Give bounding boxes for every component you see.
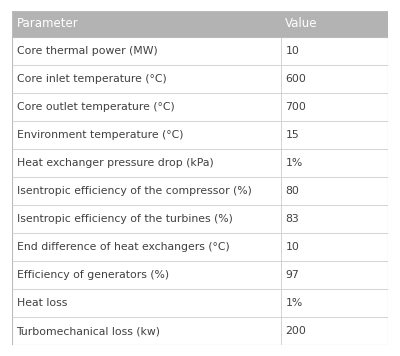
Bar	[12, 317, 388, 345]
Text: Core inlet temperature (°C): Core inlet temperature (°C)	[16, 74, 166, 84]
Bar	[12, 11, 388, 37]
Text: Heat loss: Heat loss	[16, 298, 67, 308]
Bar	[12, 121, 388, 149]
Text: Turbomechanical loss (kw): Turbomechanical loss (kw)	[16, 326, 160, 336]
Text: End difference of heat exchangers (°C): End difference of heat exchangers (°C)	[16, 242, 229, 252]
Bar	[12, 149, 388, 177]
Text: 83: 83	[285, 214, 299, 224]
Text: 15: 15	[285, 130, 299, 140]
Text: 10: 10	[285, 46, 299, 56]
Text: 200: 200	[285, 326, 306, 336]
Text: Environment temperature (°C): Environment temperature (°C)	[16, 130, 183, 140]
Text: Parameter: Parameter	[16, 17, 78, 30]
Text: Isentropic efficiency of the turbines (%): Isentropic efficiency of the turbines (%…	[16, 214, 232, 224]
Bar	[12, 37, 388, 65]
Text: 1%: 1%	[285, 158, 303, 168]
Bar	[12, 261, 388, 289]
Text: Core outlet temperature (°C): Core outlet temperature (°C)	[16, 102, 174, 112]
Text: 80: 80	[285, 186, 299, 196]
Text: Isentropic efficiency of the compressor (%): Isentropic efficiency of the compressor …	[16, 186, 251, 196]
Text: Efficiency of generators (%): Efficiency of generators (%)	[16, 270, 169, 280]
Text: Heat exchanger pressure drop (kPa): Heat exchanger pressure drop (kPa)	[16, 158, 213, 168]
Bar	[12, 93, 388, 121]
Bar	[12, 177, 388, 205]
Text: 10: 10	[285, 242, 299, 252]
Text: 97: 97	[285, 270, 299, 280]
Bar	[12, 205, 388, 233]
Text: Core thermal power (MW): Core thermal power (MW)	[16, 46, 157, 56]
Text: 700: 700	[285, 102, 306, 112]
Text: 1%: 1%	[285, 298, 303, 308]
Text: 600: 600	[285, 74, 306, 84]
Bar	[12, 65, 388, 93]
Bar	[12, 289, 388, 317]
Text: Value: Value	[285, 17, 318, 30]
Bar	[12, 233, 388, 261]
